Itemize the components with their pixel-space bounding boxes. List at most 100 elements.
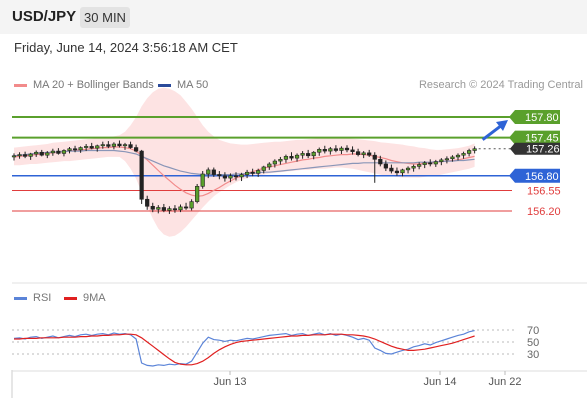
timeframe-badge[interactable]: 30 MIN xyxy=(80,7,130,28)
candle xyxy=(156,205,161,214)
candle xyxy=(183,202,189,210)
level-label-156.80: 156.80 xyxy=(525,171,559,183)
candle xyxy=(289,152,294,161)
time-label-2: Jun 22 xyxy=(488,376,521,388)
ma50-line xyxy=(13,149,475,176)
candle xyxy=(400,168,405,177)
candle xyxy=(78,146,83,153)
candle xyxy=(422,161,427,169)
ma9-legend-label: 9MA xyxy=(83,292,106,304)
chart-header: USD/JPY 30 MIN xyxy=(0,0,587,34)
candle xyxy=(84,144,89,152)
candle xyxy=(217,171,222,180)
candle xyxy=(439,158,444,166)
candle xyxy=(17,152,22,159)
candle xyxy=(256,168,261,177)
candle xyxy=(272,159,277,168)
time-axis: Jun 13 Jun 14 Jun 22 xyxy=(11,370,587,398)
rsi-tick-30: 30 xyxy=(527,349,539,361)
candle xyxy=(100,141,105,149)
candle xyxy=(433,159,438,167)
candle xyxy=(411,164,416,172)
candle xyxy=(261,165,266,174)
bollinger-band-fill xyxy=(14,87,475,237)
candle xyxy=(34,150,39,157)
candle xyxy=(283,154,289,163)
candle xyxy=(178,204,183,213)
projection-arrow-head xyxy=(496,120,508,131)
candle xyxy=(322,145,327,154)
candle xyxy=(61,149,67,157)
candle xyxy=(361,151,366,159)
candle xyxy=(350,146,355,155)
legend-ma20: MA 20 + Bollinger Bands xyxy=(14,79,154,91)
candle xyxy=(117,140,122,148)
bollinger-band-area xyxy=(14,87,475,237)
candle xyxy=(222,172,228,182)
candle xyxy=(367,149,372,157)
rsi-series-rsi xyxy=(13,330,475,367)
candle xyxy=(67,146,72,154)
candle xyxy=(294,153,300,162)
candle xyxy=(22,151,28,159)
rsi-tick-70: 70 xyxy=(527,325,539,337)
candle xyxy=(72,145,78,153)
current-price-label: 157.26 xyxy=(526,144,560,156)
candle xyxy=(300,151,305,159)
current-price-tag xyxy=(510,142,560,155)
candle xyxy=(211,167,216,177)
rsi-tick-50: 50 xyxy=(527,337,539,349)
candle xyxy=(339,146,344,155)
candle xyxy=(444,156,450,164)
candle xyxy=(233,172,239,181)
level-tag-156.80 xyxy=(509,168,560,183)
candle xyxy=(172,205,178,213)
candle xyxy=(328,146,333,155)
candle xyxy=(355,148,361,157)
candle xyxy=(278,156,283,165)
candle xyxy=(145,195,150,210)
candle xyxy=(250,168,255,177)
candle xyxy=(89,142,94,150)
candle xyxy=(128,141,133,149)
annotations xyxy=(12,120,587,284)
ma20-legend-label: MA 20 + Bollinger Bands xyxy=(33,79,154,91)
candle xyxy=(378,155,383,167)
candle xyxy=(111,142,116,150)
level-label-157.80: 157.80 xyxy=(525,112,559,124)
symbol-label: USD/JPY xyxy=(12,8,77,25)
candle xyxy=(95,144,100,152)
candle xyxy=(306,149,311,159)
level-tag-157.80 xyxy=(509,110,560,124)
legend-rsi: RSI xyxy=(14,292,51,304)
timestamp: Friday, June 14, 2024 3:56:18 AM CET xyxy=(14,40,238,55)
candle xyxy=(344,145,350,153)
candle xyxy=(122,142,128,150)
candle xyxy=(333,145,339,153)
candle xyxy=(472,146,477,154)
candle xyxy=(161,203,166,213)
candle xyxy=(56,148,61,155)
legend-ma50: MA 50 xyxy=(158,79,208,91)
time-label-1: Jun 14 xyxy=(423,376,456,388)
candle xyxy=(405,166,411,174)
candle xyxy=(200,171,205,189)
level-label-156.55: 156.55 xyxy=(527,185,561,197)
projection-arrow xyxy=(481,123,503,141)
candle xyxy=(317,147,322,156)
legend-9ma: 9MA xyxy=(64,292,106,304)
candle xyxy=(372,152,377,183)
candle xyxy=(389,164,394,174)
time-label-0: Jun 13 xyxy=(213,376,246,388)
candle xyxy=(50,148,55,156)
level-label-157.45: 157.45 xyxy=(525,133,559,145)
candle xyxy=(394,167,400,176)
candle xyxy=(150,202,155,213)
level-label-156.20: 156.20 xyxy=(527,206,561,218)
candle xyxy=(11,153,17,161)
price-levels: 157.80 157.45 156.80 156.55 156.20 157.26 xyxy=(12,110,561,218)
candle xyxy=(428,159,433,167)
candle xyxy=(106,141,111,149)
rsi-legend-label: RSI xyxy=(33,292,52,304)
